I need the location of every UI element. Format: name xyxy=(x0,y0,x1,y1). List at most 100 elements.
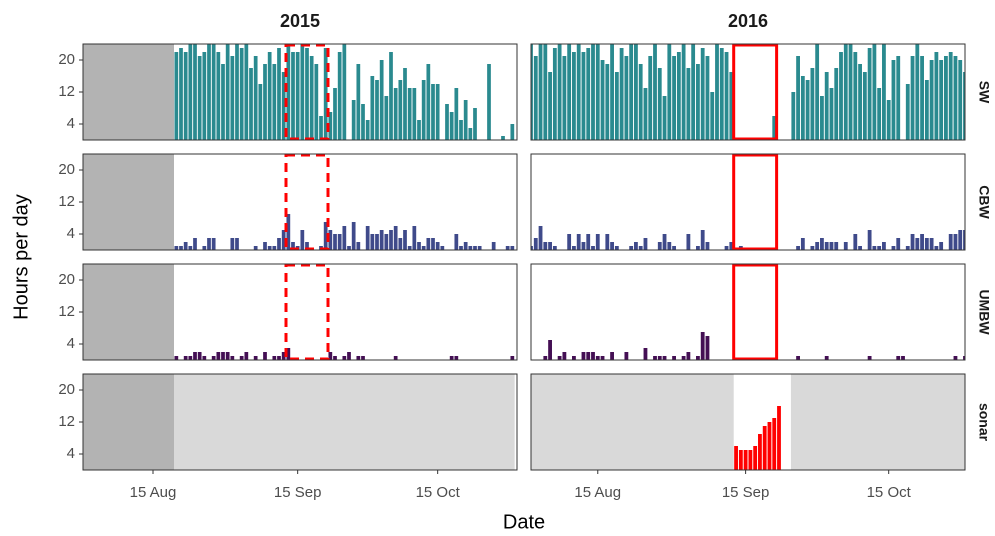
bar xyxy=(929,238,934,250)
bar xyxy=(834,242,839,250)
bar xyxy=(216,352,221,360)
bar xyxy=(920,234,924,250)
panel-border xyxy=(530,373,966,471)
x-tick-label: 15 Sep xyxy=(274,484,322,501)
bar xyxy=(572,356,576,360)
bar xyxy=(700,230,705,250)
bar xyxy=(263,352,267,360)
bar xyxy=(872,44,877,140)
bar xyxy=(805,80,810,140)
bar xyxy=(239,48,244,140)
highlight-box xyxy=(732,153,779,251)
bar xyxy=(886,100,891,140)
bar xyxy=(800,76,805,140)
bar xyxy=(581,242,586,250)
bar xyxy=(193,352,197,360)
bar xyxy=(634,242,638,250)
x-tick-label: 15 Oct xyxy=(416,484,461,501)
column-title: 2016 xyxy=(728,11,768,31)
bar xyxy=(586,48,591,140)
bar xyxy=(365,226,370,250)
bar xyxy=(548,340,552,360)
panel xyxy=(543,332,965,360)
bar xyxy=(815,242,820,250)
bar xyxy=(319,116,323,140)
bar xyxy=(286,348,291,360)
bar xyxy=(920,56,924,140)
bar xyxy=(743,450,748,470)
bar xyxy=(820,96,824,140)
bar xyxy=(244,352,249,360)
bar xyxy=(648,56,653,140)
bar xyxy=(188,246,193,250)
bar xyxy=(431,238,435,250)
bar xyxy=(477,246,482,250)
bar xyxy=(901,356,905,360)
bar xyxy=(365,120,370,140)
bar xyxy=(614,246,619,250)
bar xyxy=(910,234,915,250)
bar xyxy=(337,234,342,250)
bar xyxy=(333,88,337,140)
panel xyxy=(83,374,515,470)
bar xyxy=(948,52,953,140)
bar xyxy=(230,238,235,250)
bar xyxy=(705,56,710,140)
bar xyxy=(281,72,286,140)
bar xyxy=(431,84,435,140)
bar xyxy=(624,56,629,140)
bar xyxy=(686,352,691,360)
bar xyxy=(953,234,958,250)
bar xyxy=(552,48,557,140)
bar xyxy=(505,246,510,250)
bar xyxy=(277,356,281,360)
bar xyxy=(686,68,691,140)
bar xyxy=(459,246,463,250)
bar xyxy=(174,356,179,360)
bar xyxy=(207,238,211,250)
bar xyxy=(272,246,277,250)
bar xyxy=(586,352,591,360)
no-effort-region xyxy=(531,374,734,470)
no-data-region xyxy=(83,154,174,250)
bar xyxy=(824,242,829,250)
bar xyxy=(891,246,896,250)
bar xyxy=(211,238,216,250)
bar xyxy=(347,352,351,360)
bar xyxy=(929,60,934,140)
bar xyxy=(174,246,179,250)
column-title: 2015 xyxy=(280,11,320,31)
bar xyxy=(581,352,586,360)
highlight-box xyxy=(284,263,330,361)
bar xyxy=(356,242,361,250)
bar xyxy=(638,64,643,140)
bar xyxy=(468,246,473,250)
bar xyxy=(548,72,552,140)
bar xyxy=(393,226,398,250)
bar xyxy=(538,44,543,140)
bar xyxy=(426,238,431,250)
bar xyxy=(277,238,281,250)
bar xyxy=(183,242,188,250)
bar xyxy=(691,44,696,140)
no-effort-region xyxy=(174,374,515,470)
bar xyxy=(843,242,848,250)
bar xyxy=(361,104,365,140)
bar xyxy=(351,100,356,140)
bar xyxy=(820,238,824,250)
y-tick-label: 12 xyxy=(58,193,75,210)
bar xyxy=(379,230,384,250)
bar xyxy=(267,246,272,250)
bar xyxy=(753,446,758,470)
bar xyxy=(567,234,572,250)
bar xyxy=(829,242,834,250)
bar xyxy=(286,214,291,250)
bar xyxy=(435,84,440,140)
bar xyxy=(834,68,839,140)
bar xyxy=(872,246,877,250)
bar xyxy=(407,88,412,140)
bar xyxy=(403,230,407,250)
bar xyxy=(738,450,743,470)
bar xyxy=(305,242,309,250)
bar xyxy=(449,356,454,360)
